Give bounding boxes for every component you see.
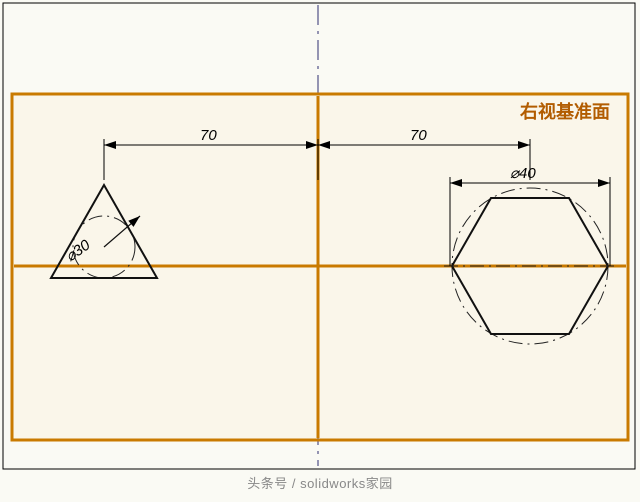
svg-text:⌀40: ⌀40 <box>510 165 536 182</box>
plane-label: 右视基准面 <box>520 101 610 122</box>
sketch-svg: 右视基准面⌀307070⌀40 <box>0 0 640 502</box>
svg-text:70: 70 <box>200 127 217 144</box>
svg-text:70: 70 <box>410 127 427 144</box>
drawing-canvas: 右视基准面⌀307070⌀40 头条号 / solidworks家园 <box>0 0 640 502</box>
watermark-text: 头条号 / solidworks家园 <box>0 473 640 492</box>
